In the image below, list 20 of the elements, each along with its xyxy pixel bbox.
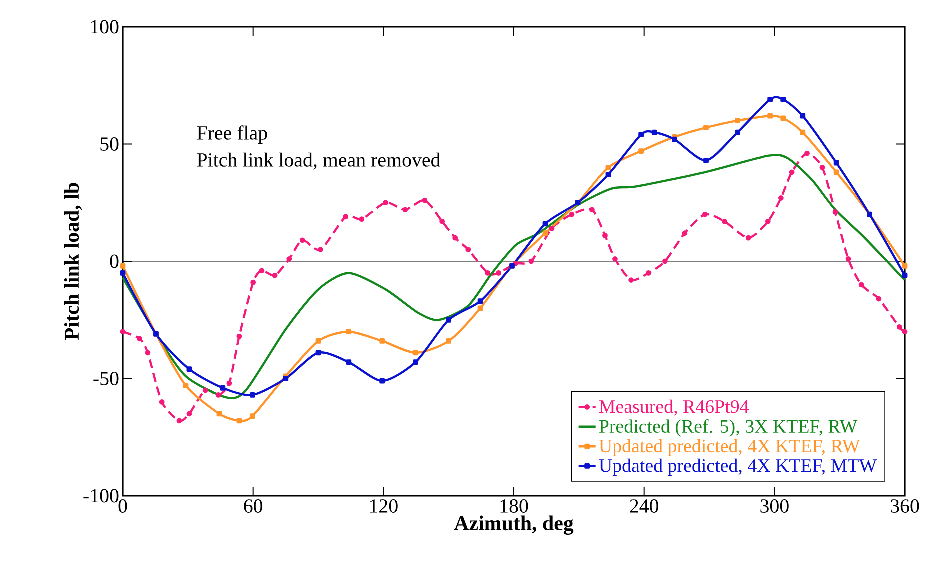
x-tick-label: 120 bbox=[370, 500, 398, 513]
x-tick-label: 360 bbox=[891, 500, 920, 513]
x-axis-title: Azimuth, deg bbox=[454, 516, 574, 535]
legend-label: Predicted (Ref. 5), 3X KTEF, RW bbox=[599, 419, 858, 437]
x-tick-label: 60 bbox=[244, 500, 263, 513]
y-tick-label: -50 bbox=[94, 372, 119, 386]
y-tick-label: 50 bbox=[100, 138, 119, 151]
legend-label: Measured, R46Pt94 bbox=[599, 400, 749, 416]
x-tick-label: 180 bbox=[500, 500, 528, 513]
x-tick-label: 240 bbox=[630, 500, 659, 513]
x-tick-label: 0 bbox=[118, 500, 128, 513]
y-tick-label: -100 bbox=[84, 489, 119, 503]
y-axis-title: Pitch link load, lb bbox=[64, 183, 82, 340]
y-tick-label: 100 bbox=[91, 20, 119, 34]
annotation: Free flap bbox=[197, 126, 268, 144]
legend-label: Updated predicted, 4X KTEF, RW bbox=[599, 439, 860, 456]
legend-label: Updated predicted, 4X KTEF, MTW bbox=[599, 458, 878, 476]
x-tick-label: 300 bbox=[760, 500, 789, 513]
annotation: Pitch link load, mean removed bbox=[197, 152, 441, 170]
y-tick-label: 0 bbox=[110, 254, 119, 268]
